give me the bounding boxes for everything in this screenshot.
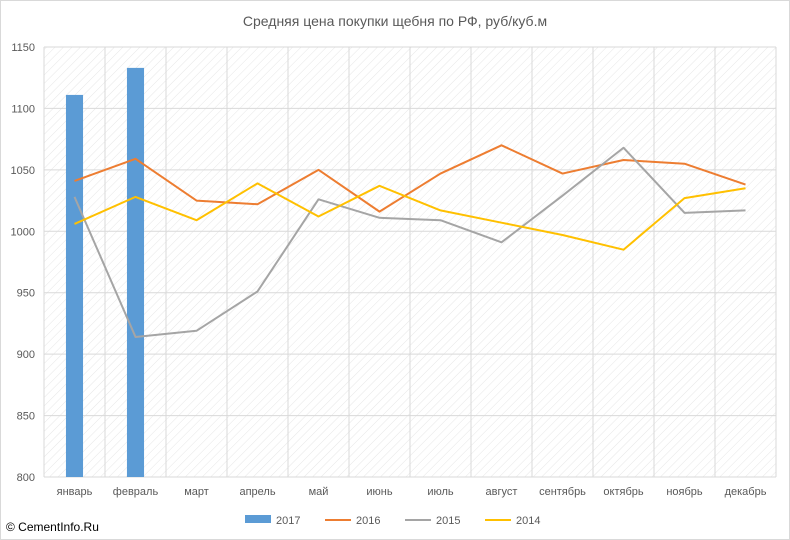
y-tick-label: 900	[17, 349, 35, 361]
x-tick-label: октябрь	[603, 486, 643, 498]
x-tick-label: июль	[427, 486, 454, 498]
y-tick-label: 1050	[11, 165, 35, 177]
x-tick-label: апрель	[239, 486, 275, 498]
x-tick-label: июнь	[366, 486, 392, 498]
y-axis-tick-labels: 800 850 900 950 1000 1050 1100 1150	[11, 42, 35, 484]
line-2014	[74, 182, 746, 251]
legend: 2017 2016 2015 2014	[245, 515, 540, 527]
x-tick-label: март	[184, 486, 209, 498]
y-tick-label: 800	[17, 472, 35, 484]
bar-series	[65, 67, 145, 478]
y-tick-label: 850	[17, 411, 35, 423]
legend-label-2014: 2014	[516, 515, 540, 527]
y-tick-label: 1100	[11, 103, 35, 115]
line-2015	[73, 146, 746, 338]
x-tick-label: сентябрь	[539, 486, 586, 498]
x-tick-label: ноябрь	[666, 486, 703, 498]
y-tick-label: 950	[17, 288, 35, 300]
x-tick-label: январь	[57, 486, 93, 498]
x-tick-label: май	[309, 486, 329, 498]
x-tick-label: декабрь	[725, 486, 767, 498]
bar-2017	[65, 94, 84, 478]
x-axis-tick-labels: январь февраль март апрель май июнь июль август…	[57, 486, 767, 498]
copyright-text: © CementInfo.Ru	[6, 520, 99, 534]
chart-title: Средняя цена покупки щебня по РФ, руб/ку…	[243, 13, 547, 29]
legend-label-2016: 2016	[356, 515, 380, 527]
legend-swatch-2017	[245, 515, 271, 523]
legend-label-2015: 2015	[436, 515, 460, 527]
line-series	[73, 144, 746, 338]
y-tick-label: 1000	[11, 226, 35, 238]
gridlines	[43, 46, 777, 478]
line-2016	[74, 144, 746, 213]
legend-label-2017: 2017	[276, 515, 300, 527]
bar-2017	[126, 67, 145, 477]
x-tick-label: февраль	[113, 486, 159, 498]
x-tick-label: август	[486, 486, 518, 498]
y-tick-label: 1150	[11, 42, 35, 54]
